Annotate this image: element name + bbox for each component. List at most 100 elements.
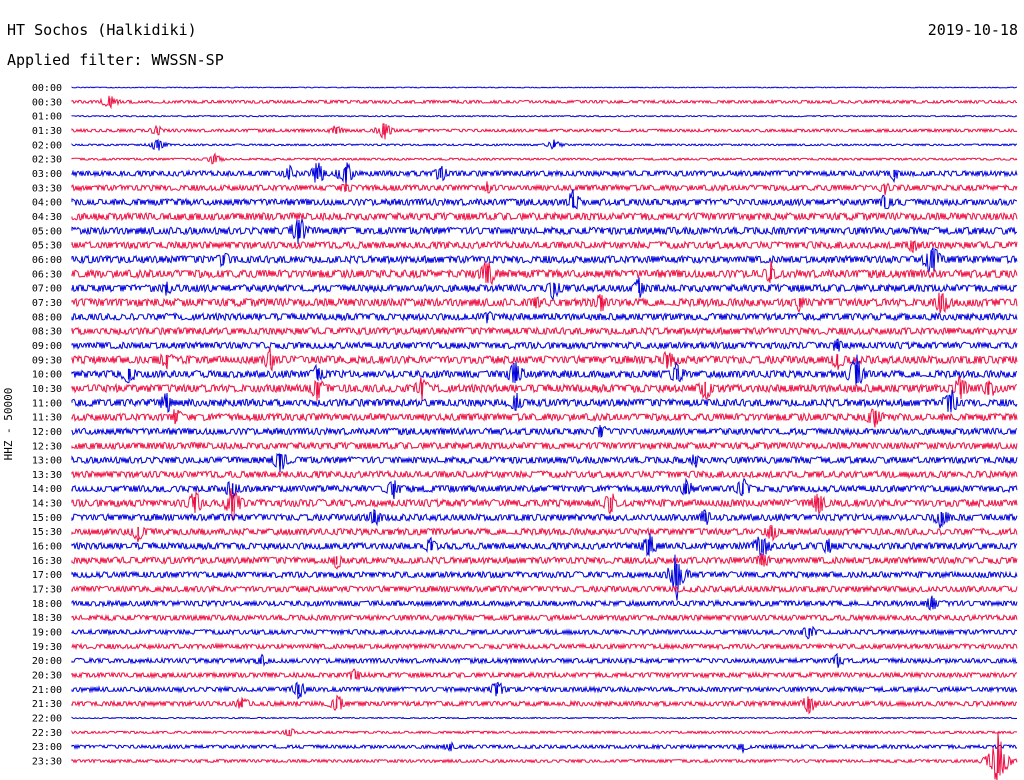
seismic-trace [71,554,1018,601]
seismic-trace [71,389,1018,413]
trace-row: 21:00 [32,681,1018,700]
seismic-trace [71,354,1018,386]
seismic-trace [71,509,1018,529]
row-time-label: 10:00 [32,370,62,381]
row-time-label: 02:30 [32,155,62,166]
row-time-label: 08:30 [32,327,62,338]
seismic-trace [71,188,1017,210]
trace-row: 00:30 [32,95,1018,110]
row-time-label: 23:00 [32,742,62,753]
row-time-label: 22:30 [32,728,62,739]
row-time-label: 22:00 [32,714,62,725]
seismic-trace [71,488,1018,522]
trace-row: 22:00 [32,714,1018,725]
trace-row: 06:30 [32,260,1018,286]
row-time-label: 18:00 [32,599,62,610]
trace-row: 04:00 [32,188,1017,210]
row-time-label: 15:00 [32,513,62,524]
trace-row: 10:30 [32,376,1018,402]
row-time-label: 17:30 [32,585,62,596]
seismic-trace [71,552,1018,570]
row-time-label: 07:30 [32,298,62,309]
trace-row: 11:00 [32,389,1018,413]
seismic-trace [71,152,1018,165]
seismic-trace [71,668,1018,680]
seismic-trace [71,95,1018,110]
trace-row: 03:00 [32,162,1018,188]
seismic-trace [71,441,1018,451]
seismic-trace [71,292,1018,314]
trace-row: 09:30 [32,347,1018,372]
trace-rows: 00:00 00:30 01:00 01:30 02:00 02:30 03:00 03:30… [32,83,1018,780]
trace-row: 14:30 [32,488,1018,522]
row-time-label: 13:00 [32,456,62,467]
row-time-label: 09:00 [32,341,62,352]
seismic-trace [71,376,1018,402]
trace-row: 10:00 [32,354,1018,386]
trace-row: 19:30 [32,642,1018,653]
row-time-label: 06:00 [32,255,62,266]
row-time-label: 03:30 [32,183,62,194]
seismic-trace [71,741,1018,754]
row-time-label: 03:00 [32,169,62,180]
seismic-trace [71,477,1018,501]
row-time-label: 15:30 [32,527,62,538]
row-time-label: 19:30 [32,642,62,653]
row-time-label: 02:00 [32,140,62,151]
trace-row: 20:00 [32,652,1018,668]
row-time-label: 01:00 [32,112,62,123]
trace-row: 05:30 [32,240,1018,254]
trace-row: 17:00 [32,554,1018,601]
seismic-trace [71,595,1018,611]
row-time-label: 21:00 [32,685,62,696]
trace-row: 02:30 [32,152,1018,166]
row-time-label: 04:30 [32,212,62,223]
seismic-trace [71,452,1018,473]
row-time-label: 17:00 [32,570,62,581]
row-time-label: 19:00 [32,628,62,639]
row-time-label: 12:00 [32,427,62,438]
row-time-label: 00:30 [32,97,62,108]
row-time-label: 14:00 [32,484,62,495]
trace-row: 07:00 [32,277,1018,302]
seismic-trace [71,642,1018,651]
trace-row: 08:00 [32,310,1018,324]
seismic-trace [71,338,1018,352]
seismic-trace [71,525,1018,543]
row-time-label: 21:30 [32,699,62,710]
seismic-trace [71,260,1018,286]
row-time-label: 11:00 [32,398,62,409]
trace-row: 15:00 [32,509,1018,529]
seismic-trace [71,86,1018,89]
row-time-label: 05:00 [32,226,62,237]
seismic-trace [71,247,1018,273]
trace-row: 16:00 [32,532,1018,562]
seismic-trace [71,469,1018,480]
row-time-label: 20:00 [32,656,62,667]
seismic-trace [71,347,1018,372]
trace-row: 04:30 [32,211,1018,223]
seismic-trace [71,240,1018,254]
trace-row: 03:30 [32,181,1018,196]
trace-row: 15:30 [32,525,1018,543]
seismic-trace [71,277,1018,302]
row-time-label: 11:30 [32,413,62,424]
trace-row: 00:00 [32,83,1018,94]
seismic-trace [71,211,1018,222]
row-time-label: 13:30 [32,470,62,481]
seismic-trace [71,613,1018,623]
seismic-trace [71,716,1018,720]
trace-row: 05:00 [32,218,1018,244]
row-time-label: 06:30 [32,269,62,280]
trace-row: 11:30 [32,408,1018,428]
seismic-trace [71,625,1018,640]
trace-row: 19:00 [32,625,1018,640]
row-time-label: 12:30 [32,441,62,452]
row-time-label: 05:30 [32,241,62,252]
row-time-label: 08:00 [32,312,62,323]
seismic-trace [71,218,1018,244]
seismic-trace [71,731,1018,780]
row-time-label: 10:30 [32,384,62,395]
row-time-label: 18:30 [32,613,62,624]
